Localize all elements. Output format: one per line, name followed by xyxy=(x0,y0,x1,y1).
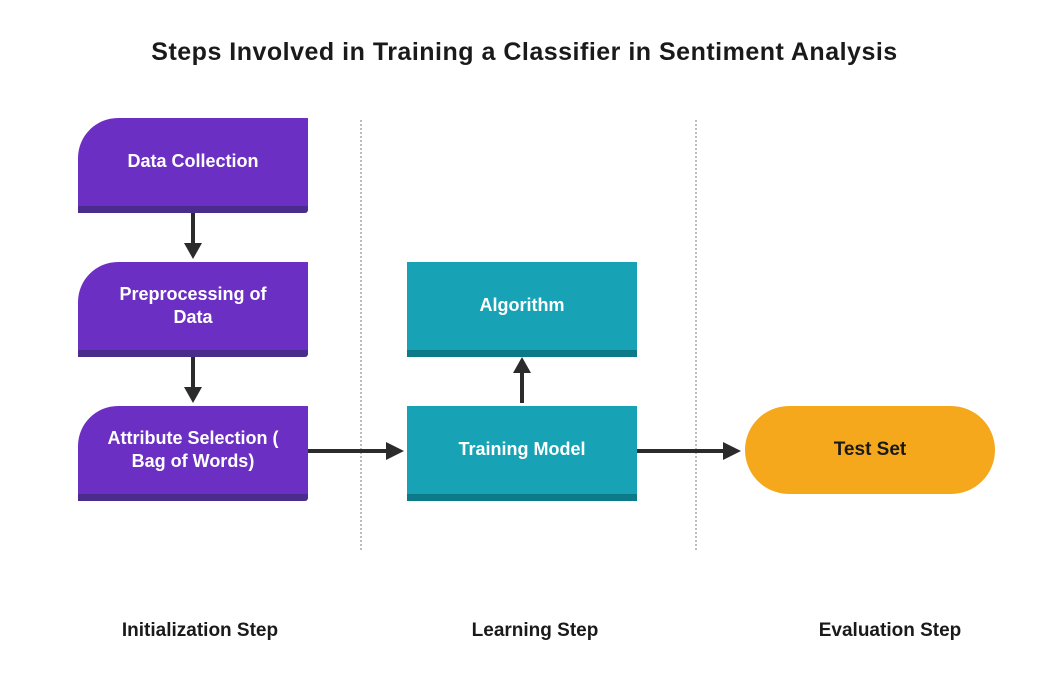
node-label: Data Collection xyxy=(127,150,258,173)
section-label-initialization: Initialization Step xyxy=(100,620,300,642)
arrow-right-icon xyxy=(637,438,741,464)
node-preprocessing: Preprocessing of Data xyxy=(78,262,308,350)
node-label: Preprocessing of Data xyxy=(103,283,283,330)
diagram-title: Steps Involved in Training a Classifier … xyxy=(0,38,1049,67)
arrow-up-icon xyxy=(509,357,535,403)
section-divider-1 xyxy=(360,120,362,550)
node-label: Attribute Selection ( Bag of Words) xyxy=(93,427,293,474)
section-divider-2 xyxy=(695,120,697,550)
node-attribute-selection: Attribute Selection ( Bag of Words) xyxy=(78,406,308,494)
arrow-right-icon xyxy=(308,438,404,464)
node-label: Algorithm xyxy=(480,294,565,317)
section-label-learning: Learning Step xyxy=(455,620,615,642)
node-algorithm: Algorithm xyxy=(407,262,637,350)
node-training-model: Training Model xyxy=(407,406,637,494)
section-label-evaluation: Evaluation Step xyxy=(800,620,980,642)
arrow-down-icon xyxy=(180,213,206,259)
node-test-set: Test Set xyxy=(745,406,995,494)
node-data-collection: Data Collection xyxy=(78,118,308,206)
node-label: Test Set xyxy=(834,438,907,463)
arrow-down-icon xyxy=(180,357,206,403)
node-label: Training Model xyxy=(458,438,585,461)
